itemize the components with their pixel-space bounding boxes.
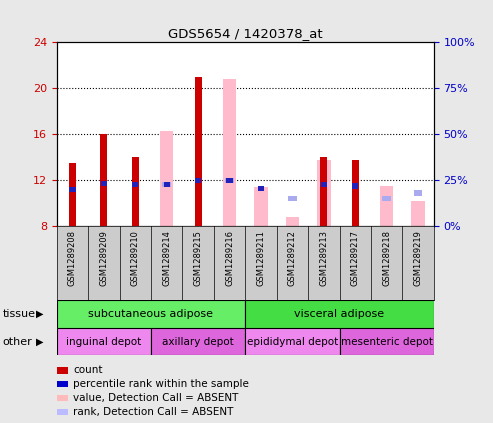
Bar bbox=[57, 328, 151, 355]
Bar bbox=[258, 186, 264, 191]
Text: GSM1289218: GSM1289218 bbox=[382, 230, 391, 286]
Bar bbox=[352, 184, 358, 189]
Text: GSM1289212: GSM1289212 bbox=[288, 230, 297, 286]
Bar bbox=[162, 182, 171, 187]
Text: tissue: tissue bbox=[2, 309, 35, 319]
Bar bbox=[151, 328, 245, 355]
Bar bbox=[100, 135, 107, 226]
Text: value, Detection Call = ABSENT: value, Detection Call = ABSENT bbox=[73, 393, 239, 403]
Text: GSM1289217: GSM1289217 bbox=[351, 230, 360, 286]
Text: GSM1289211: GSM1289211 bbox=[256, 230, 266, 286]
Bar bbox=[320, 182, 327, 187]
Text: inguinal depot: inguinal depot bbox=[66, 337, 141, 346]
Bar bbox=[380, 186, 393, 226]
Bar bbox=[286, 217, 299, 226]
Bar bbox=[69, 187, 75, 192]
Bar bbox=[340, 328, 434, 355]
Bar bbox=[132, 182, 139, 187]
Bar bbox=[245, 328, 340, 355]
Text: ▶: ▶ bbox=[36, 309, 43, 319]
Text: GDS5654 / 1420378_at: GDS5654 / 1420378_at bbox=[168, 27, 322, 41]
Bar bbox=[160, 131, 174, 226]
Text: GSM1289214: GSM1289214 bbox=[162, 230, 171, 286]
Bar bbox=[223, 79, 236, 226]
Text: count: count bbox=[73, 365, 103, 375]
Bar bbox=[412, 201, 425, 226]
Bar bbox=[226, 178, 233, 183]
Bar bbox=[69, 163, 76, 226]
Bar bbox=[57, 300, 245, 328]
Text: other: other bbox=[2, 337, 32, 346]
Bar bbox=[317, 159, 330, 226]
Bar bbox=[164, 182, 170, 187]
Bar bbox=[195, 178, 201, 183]
Bar bbox=[195, 77, 202, 226]
Text: GSM1289215: GSM1289215 bbox=[194, 230, 203, 286]
Text: GSM1289219: GSM1289219 bbox=[414, 230, 423, 286]
Bar bbox=[288, 196, 297, 201]
Bar bbox=[225, 178, 234, 183]
Text: visceral adipose: visceral adipose bbox=[294, 309, 385, 319]
Text: subcutaneous adipose: subcutaneous adipose bbox=[88, 309, 213, 319]
Bar bbox=[414, 190, 423, 195]
Text: mesenteric depot: mesenteric depot bbox=[341, 337, 433, 346]
Bar bbox=[101, 181, 107, 187]
Bar bbox=[352, 159, 359, 226]
Text: GSM1289216: GSM1289216 bbox=[225, 230, 234, 286]
Text: percentile rank within the sample: percentile rank within the sample bbox=[73, 379, 249, 389]
Text: ▶: ▶ bbox=[36, 337, 43, 346]
Bar bbox=[383, 196, 391, 201]
Text: GSM1289208: GSM1289208 bbox=[68, 230, 77, 286]
Text: GSM1289209: GSM1289209 bbox=[99, 230, 108, 286]
Text: GSM1289210: GSM1289210 bbox=[131, 230, 140, 286]
Text: axillary depot: axillary depot bbox=[162, 337, 234, 346]
Bar bbox=[132, 157, 139, 226]
Text: epididymal depot: epididymal depot bbox=[247, 337, 338, 346]
Text: GSM1289213: GSM1289213 bbox=[319, 230, 328, 286]
Bar bbox=[245, 300, 434, 328]
Text: rank, Detection Call = ABSENT: rank, Detection Call = ABSENT bbox=[73, 407, 234, 417]
Bar bbox=[254, 187, 268, 226]
Bar bbox=[320, 157, 327, 226]
